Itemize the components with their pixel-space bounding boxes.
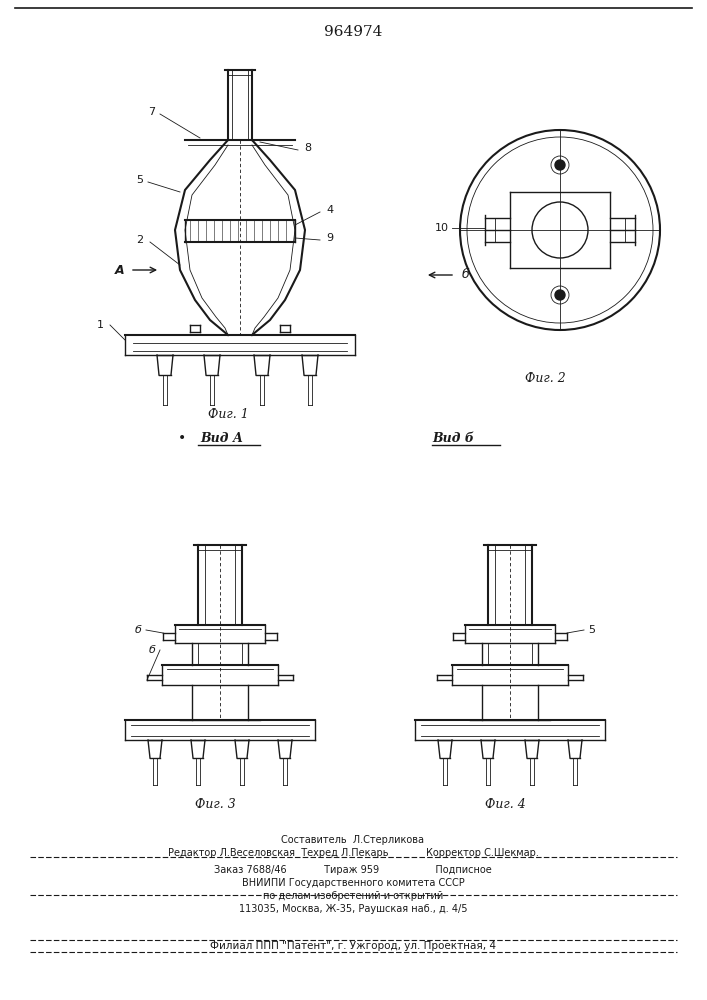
Text: 10: 10: [435, 223, 449, 233]
Text: Заказ 7688/46            Тираж 959                  Подписное: Заказ 7688/46 Тираж 959 Подписное: [214, 865, 492, 875]
Text: 7: 7: [148, 107, 156, 117]
Text: б: б: [461, 268, 469, 282]
Text: Фиг. 1: Фиг. 1: [208, 408, 248, 422]
Text: 1: 1: [96, 320, 103, 330]
Text: Фиг. 2: Фиг. 2: [525, 371, 566, 384]
Text: по делам изобретений и открытий: по делам изобретений и открытий: [263, 891, 443, 901]
Text: Составитель  Л.Стерликова: Составитель Л.Стерликова: [281, 835, 424, 845]
Text: Редактор Л.Веселовская  Техред Л.Пекарь            Корректор С.Шекмар.: Редактор Л.Веселовская Техред Л.Пекарь К…: [168, 848, 539, 858]
Circle shape: [555, 160, 565, 170]
Text: 2: 2: [136, 235, 144, 245]
Text: б: б: [148, 645, 156, 655]
Text: 113035, Москва, Ж-35, Раушская наб., д. 4/5: 113035, Москва, Ж-35, Раушская наб., д. …: [239, 904, 467, 914]
Text: 8: 8: [305, 143, 312, 153]
Text: 9: 9: [327, 233, 334, 243]
Text: Филиал ППП "Патент", г. Ужгород, ул. Проектная, 4: Филиал ППП "Патент", г. Ужгород, ул. Про…: [210, 941, 496, 951]
Text: 5: 5: [136, 175, 144, 185]
Text: Вид б: Вид б: [432, 432, 474, 444]
Text: Вид А: Вид А: [200, 432, 243, 444]
Text: Фиг. 3: Фиг. 3: [194, 798, 235, 812]
Text: ВНИИПИ Государственного комитета СССР: ВНИИПИ Государственного комитета СССР: [242, 878, 464, 888]
Text: А: А: [115, 263, 125, 276]
Text: 4: 4: [327, 205, 334, 215]
Text: •: •: [178, 431, 186, 445]
Text: 5: 5: [588, 625, 595, 635]
Text: б: б: [134, 625, 141, 635]
Circle shape: [555, 290, 565, 300]
Text: 964974: 964974: [324, 25, 382, 39]
Text: Фиг. 4: Фиг. 4: [484, 798, 525, 812]
